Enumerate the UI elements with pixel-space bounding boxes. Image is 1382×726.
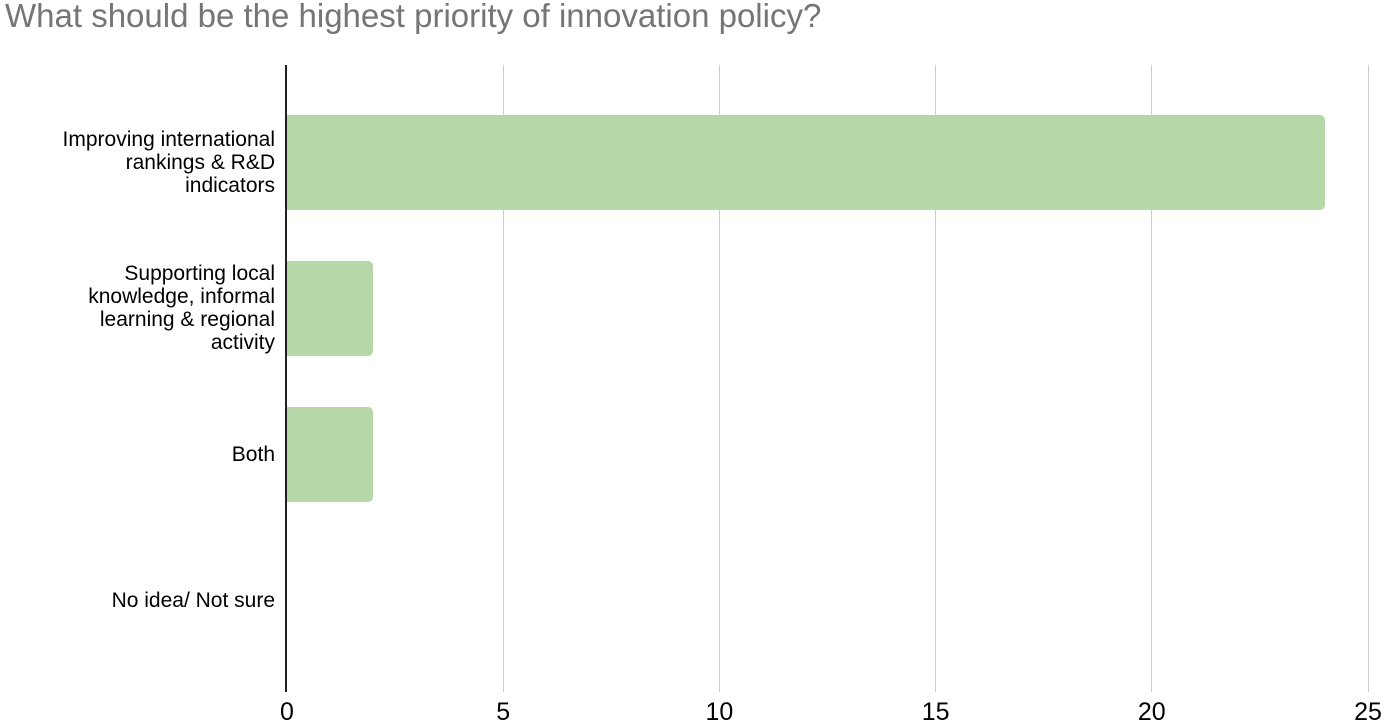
chart-row — [287, 527, 1368, 673]
x-tick-label: 5 — [496, 698, 511, 726]
x-axis-zero-line — [285, 65, 287, 692]
gridline — [935, 65, 937, 692]
x-tick-label: 25 — [1354, 698, 1382, 726]
label-row: Supporting local knowledge, informal lea… — [0, 235, 275, 381]
category-label: Supporting local knowledge, informal lea… — [88, 262, 275, 354]
plot-area — [285, 65, 1369, 692]
label-row: Both — [0, 381, 275, 527]
gridline — [1367, 65, 1369, 692]
label-row: No idea/ Not sure — [0, 527, 275, 673]
bar — [287, 260, 374, 356]
chart-row — [287, 235, 1368, 381]
category-label: No idea/ Not sure — [111, 588, 275, 612]
x-tick-label: 0 — [280, 698, 294, 726]
chart-row — [287, 381, 1368, 527]
gridline — [1151, 65, 1153, 692]
x-axis-tick-labels: 0 5 10 15 20 25 — [0, 698, 1382, 726]
x-tick-label: 20 — [1137, 698, 1166, 726]
bar — [287, 114, 1325, 210]
category-labels: Improving international rankings & R&D i… — [0, 89, 275, 673]
gridline — [718, 65, 720, 692]
gridline — [502, 65, 504, 692]
category-label: Both — [231, 442, 275, 466]
category-label: Improving international rankings & R&D i… — [62, 127, 275, 197]
x-tick-label: 15 — [921, 698, 950, 726]
label-row: Improving international rankings & R&D i… — [0, 89, 275, 235]
chart-row — [287, 89, 1368, 235]
x-tick-label: 10 — [705, 698, 734, 726]
chart-title: What should be the highest priority of i… — [5, 0, 822, 34]
bar — [287, 406, 374, 502]
bars-layer — [287, 89, 1368, 673]
